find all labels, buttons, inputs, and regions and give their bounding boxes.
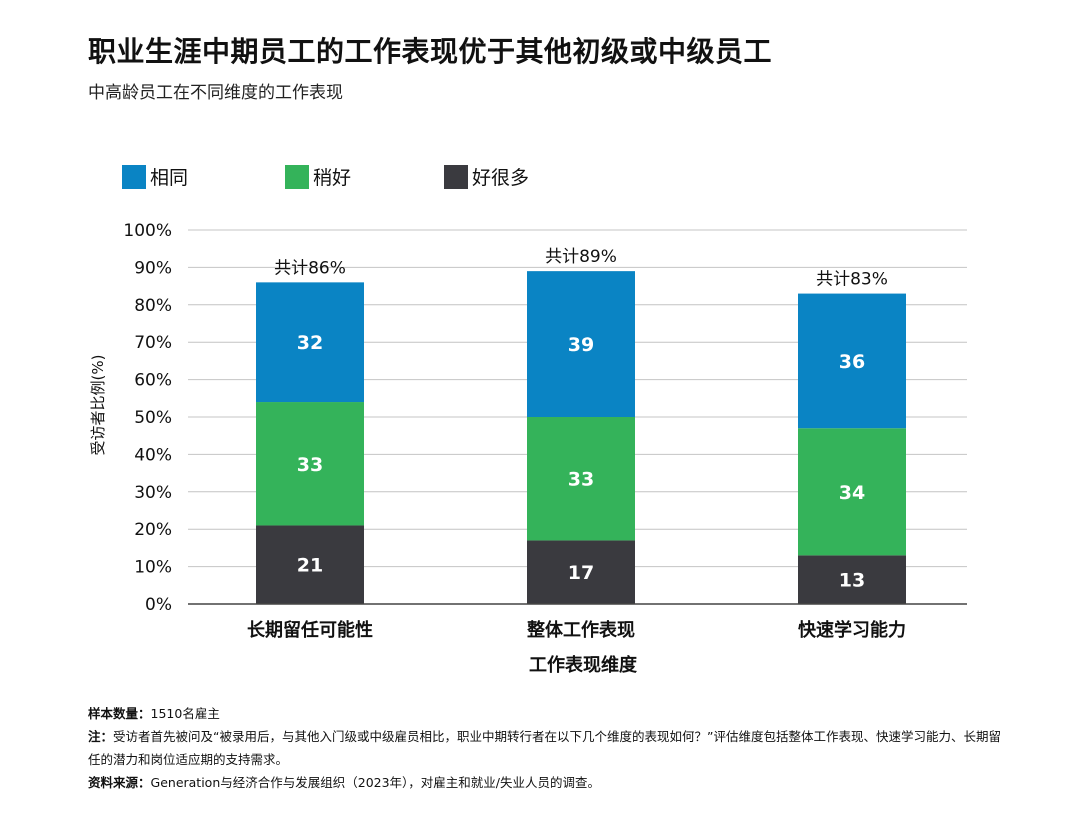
data-label: 33: [568, 469, 594, 491]
bar-segment: [798, 428, 906, 556]
bar-segment: [256, 282, 364, 403]
sample-size-label: 样本数量：: [88, 706, 151, 721]
y-tick-label: 10%: [134, 558, 172, 578]
y-tick-label: 100%: [123, 221, 172, 241]
legend-label-same: 相同: [150, 167, 189, 189]
bar-segment: [256, 402, 364, 526]
y-tick-label: 30%: [134, 483, 172, 503]
x-tick-label: 快速学习能力: [798, 619, 906, 641]
data-label: 17: [568, 562, 594, 584]
source-text: Generation与经济合作与发展组织（2023年），对雇主和就业/失业人员的…: [150, 775, 601, 790]
chart-subtitle: 中高龄员工在不同维度的工作表现: [88, 83, 343, 103]
y-tick-label: 70%: [134, 333, 172, 353]
data-label: 39: [568, 334, 594, 356]
stacked-bar-chart: 0% 10% 20% 30% 40% 50% 60% 70% 80% 90% 100% 21 33 32 共…: [89, 221, 967, 676]
legend-label-slightly-better: 稍好: [313, 167, 352, 189]
data-label: 32: [297, 332, 323, 354]
total-label: 共计86%: [274, 258, 346, 278]
sample-size-value: 1510名雇主: [150, 706, 220, 721]
sample-size-line: 样本数量：1510名雇主: [88, 702, 1008, 725]
y-tick-label: 20%: [134, 520, 172, 540]
total-label: 共计83%: [816, 270, 888, 290]
bar-segment: [798, 555, 906, 604]
source-label: 资料来源：: [88, 775, 151, 790]
y-tick-label: 60%: [134, 371, 172, 391]
x-tick-label: 整体工作表现: [526, 619, 635, 641]
bar-segment: [256, 525, 364, 604]
legend-item-same: 相同: [122, 163, 188, 190]
bar-segment: [527, 271, 635, 417]
legend-swatch-same: [122, 164, 146, 189]
total-label: 共计89%: [545, 247, 617, 267]
legend-swatch-slightly-better: [285, 164, 309, 189]
data-label: 36: [839, 351, 865, 373]
footnotes: 样本数量：1510名雇主 注：受访者首先被问及“被录用后，与其他入门级或中级雇员…: [88, 702, 1008, 794]
data-label: 13: [839, 570, 865, 592]
y-tick-label: 80%: [134, 296, 172, 316]
data-label: 34: [839, 482, 865, 504]
x-tick-label: 长期留任可能性: [247, 619, 373, 641]
bar-segment: [527, 417, 635, 541]
bar-segment: [527, 540, 635, 604]
bar-segment: [798, 293, 906, 429]
y-tick-label: 0%: [145, 595, 172, 615]
note-label: 注：: [88, 729, 114, 744]
note-line: 注：受访者首先被问及“被录用后，与其他入门级或中级雇员相比，职业中期转行者在以下…: [88, 725, 1008, 771]
note-text: 受访者首先被问及“被录用后，与其他入门级或中级雇员相比，职业中期转行者在以下几个…: [88, 729, 1001, 767]
y-tick-label: 90%: [134, 258, 172, 278]
legend-item-much-better: 好很多: [444, 163, 529, 190]
legend-swatch-much-better: [444, 164, 468, 189]
y-tick-label: 50%: [134, 408, 172, 428]
legend-item-slightly-better: 稍好: [285, 163, 351, 190]
y-axis-title: 受访者比例(%): [89, 355, 107, 456]
legend-label-much-better: 好很多: [472, 167, 530, 189]
data-label: 21: [297, 555, 323, 577]
chart-title: 职业生涯中期员工的工作表现优于其他初级或中级员工: [88, 35, 773, 68]
y-tick-label: 40%: [134, 445, 172, 465]
source-line: 资料来源：Generation与经济合作与发展组织（2023年），对雇主和就业/…: [88, 771, 1008, 794]
data-label: 33: [297, 454, 323, 476]
x-axis-title: 工作表现维度: [529, 654, 638, 676]
